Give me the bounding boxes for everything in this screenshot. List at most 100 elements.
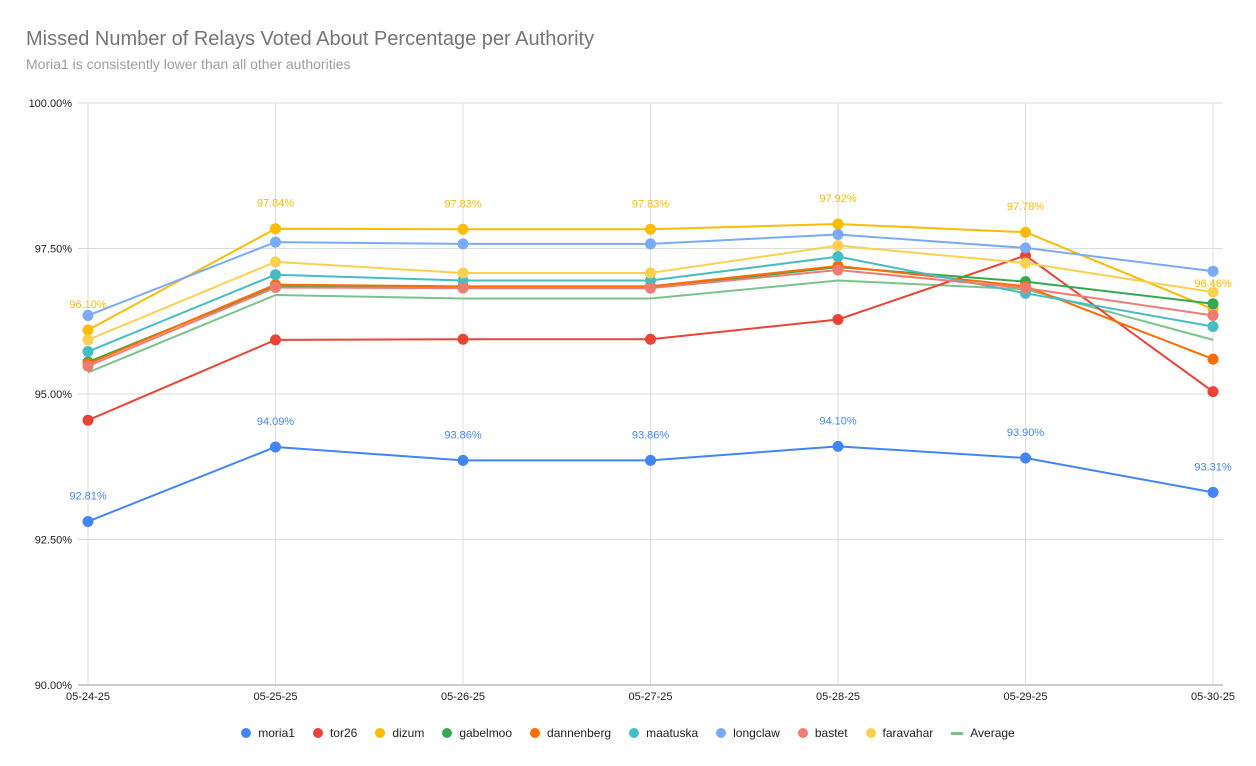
data-point (645, 223, 656, 235)
legend-item-longclaw[interactable]: longclaw (716, 726, 780, 740)
data-point (457, 275, 469, 287)
data-label: 93.86% (632, 429, 670, 441)
data-point (645, 238, 656, 250)
legend-label: dannenberg (547, 726, 612, 740)
data-point (1020, 249, 1031, 261)
data-point (1020, 452, 1031, 464)
data-label: 93.90% (1007, 427, 1045, 439)
legend-swatch (530, 728, 541, 738)
x-tick-label: 05-26-25 (441, 691, 485, 703)
data-point (1207, 309, 1219, 321)
y-tick-label: 90.00% (35, 680, 73, 692)
data-point (1020, 257, 1031, 269)
data-point (832, 314, 844, 326)
legend-swatch (312, 728, 323, 738)
series-tor26 (82, 249, 1219, 426)
legend-item-bastet[interactable]: bastet (797, 726, 848, 740)
legend-swatch (865, 728, 876, 738)
data-point (1207, 353, 1219, 365)
legend-swatch (629, 728, 640, 738)
data-point (270, 334, 281, 346)
legend-label: Average (970, 726, 1015, 740)
x-tick-label: 05-25-25 (253, 691, 297, 703)
x-tick-label: 05-30-25 (1191, 691, 1235, 703)
x-tick-label: 05-24-25 (66, 691, 110, 703)
legend-label: maatuska (646, 726, 699, 740)
legend-swatch (797, 728, 808, 738)
grid (78, 102, 1223, 686)
x-tick-label: 05-29-25 (1003, 691, 1047, 703)
legend-item-faravahar[interactable]: faravahar (865, 726, 934, 740)
data-point (270, 281, 281, 293)
data-label: 97.84% (257, 198, 295, 210)
data-point (457, 267, 469, 279)
data-point (1207, 286, 1219, 298)
data-point (832, 229, 844, 241)
legend-label: longclaw (733, 726, 780, 740)
legend-item-moria1[interactable]: moria1 (241, 726, 295, 740)
data-label: 93.86% (444, 429, 482, 441)
legend-swatch (951, 731, 964, 735)
data-point (645, 275, 656, 287)
data-point (832, 264, 844, 276)
data-point (457, 454, 469, 466)
data-point (645, 454, 656, 466)
data-point (457, 238, 469, 250)
data-point (82, 324, 94, 336)
y-tick-label: 100.00% (29, 98, 73, 110)
data-point (457, 223, 469, 235)
legend-label: dizum (392, 726, 425, 740)
data-labels: 92.81% 94.09% 93.86% 93.86% 94.10% 93.90% 93.3… (69, 193, 1232, 502)
legend-swatch (716, 728, 727, 738)
y-tick-label: 95.00% (35, 389, 73, 401)
legend-label: faravahar (882, 726, 934, 740)
data-point (457, 333, 469, 345)
legend: moria1 tor26 dizum gabelmoo dannenberg maatus… (0, 726, 1256, 740)
series-moria1 (82, 440, 1219, 527)
y-tick-label: 97.50% (35, 244, 73, 256)
legend-label: bastet (814, 726, 848, 740)
data-point (82, 515, 94, 527)
data-point (457, 282, 469, 294)
data-point (82, 360, 94, 372)
data-label: 94.09% (257, 416, 295, 428)
data-point (1020, 242, 1031, 254)
series-longclaw (82, 229, 1219, 321)
x-tick-label: 05-28-25 (816, 691, 860, 703)
data-point (1207, 298, 1219, 310)
legend-item-maatuska[interactable]: maatuska (629, 726, 698, 740)
data-point (82, 414, 94, 426)
data-point (1207, 386, 1219, 398)
legend-swatch (375, 728, 386, 738)
legend-label: moria1 (258, 726, 295, 740)
legend-swatch (241, 728, 252, 738)
legend-item-gabelmoo[interactable]: gabelmoo (442, 726, 512, 740)
legend-swatch (442, 728, 453, 738)
legend-item-tor26[interactable]: tor26 (312, 726, 357, 740)
data-label: 97.83% (632, 198, 670, 210)
data-label: 96.46% (1194, 278, 1232, 290)
data-point (270, 441, 281, 453)
data-point (82, 334, 94, 346)
legend-item-dizum[interactable]: dizum (375, 726, 424, 740)
data-point (1020, 282, 1031, 294)
data-point (645, 333, 656, 345)
x-tick-label: 05-27-25 (628, 691, 672, 703)
legend-item-average[interactable]: Average (951, 726, 1015, 740)
legend-label: gabelmoo (459, 726, 513, 740)
data-point (832, 440, 844, 452)
series-faravahar (82, 240, 1219, 346)
data-point (270, 256, 281, 268)
data-point (1207, 320, 1219, 332)
legend-item-dannenberg[interactable]: dannenberg (530, 726, 611, 740)
data-point (1207, 486, 1219, 498)
x-axis: 05-24-25 05-25-25 05-26-25 05-27-25 05-28-25… (66, 691, 1235, 703)
data-label: 96.10% (69, 299, 107, 311)
data-label: 92.81% (69, 490, 107, 502)
data-label: 97.83% (444, 198, 482, 210)
data-point (270, 269, 281, 281)
data-point (1020, 226, 1031, 238)
data-point (82, 309, 94, 321)
